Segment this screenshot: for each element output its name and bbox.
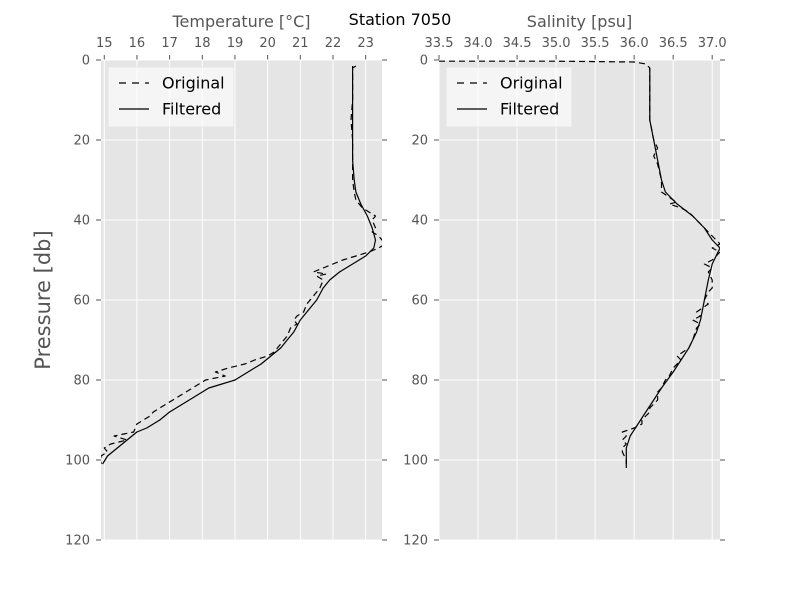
salinity-y-tick-label: 100 bbox=[403, 454, 428, 469]
temperature-y-tick-label: 20 bbox=[73, 134, 90, 149]
salinity-legend-box bbox=[445, 66, 573, 128]
salinity-plot: 33.5 34.0 34.5 35.0 35.5 36.0 36.5 37.0 0 20 40 60 8… bbox=[403, 12, 726, 549]
temperature-y-tick-label: 60 bbox=[73, 294, 90, 309]
temperature-x-tick-label: 19 bbox=[227, 36, 244, 51]
temperature-legend-label-original: Original bbox=[162, 74, 225, 93]
temperature-x-tick-label: 15 bbox=[96, 36, 113, 51]
temperature-y-tick-label: 100 bbox=[65, 454, 90, 469]
temperature-x-tick-label: 17 bbox=[161, 36, 178, 51]
temperature-series-original bbox=[101, 65, 382, 464]
temperature-x-tick-label: 18 bbox=[194, 36, 211, 51]
temperature-legend: Original Filtered bbox=[107, 66, 235, 128]
temperature-y-tick-label: 80 bbox=[73, 374, 90, 389]
salinity-x-tick-label: 34.5 bbox=[503, 36, 532, 51]
salinity-x-tick-label: 33.5 bbox=[425, 36, 454, 51]
salinity-y-tick-label: 0 bbox=[420, 54, 428, 69]
salinity-y-tick-label: 60 bbox=[411, 294, 428, 309]
salinity-x-tick-label: 37.0 bbox=[698, 36, 727, 51]
salinity-legend-label-original: Original bbox=[500, 74, 563, 93]
y-axis-label: Pressure [db] bbox=[31, 230, 55, 369]
salinity-x-tick-label: 34.0 bbox=[464, 36, 493, 51]
temperature-legend-label-filtered: Filtered bbox=[162, 100, 221, 119]
salinity-x-tick-label: 36.0 bbox=[620, 36, 649, 51]
salinity-series-original bbox=[439, 60, 720, 464]
temperature-x-tick-label: 20 bbox=[259, 36, 276, 51]
temperature-y-tick-label: 120 bbox=[65, 534, 90, 549]
temperature-series-group bbox=[101, 65, 382, 465]
salinity-y-tick-label: 80 bbox=[411, 374, 428, 389]
temperature-x-tick-label: 22 bbox=[325, 36, 342, 51]
temperature-plot: 15 16 17 18 19 20 21 22 23 0 20 40 60 80 100 120 Tempera… bbox=[65, 12, 387, 549]
temperature-x-tick-label: 16 bbox=[129, 36, 146, 51]
salinity-series-group bbox=[439, 60, 720, 468]
temperature-series-filtered bbox=[102, 66, 377, 465]
salinity-x-tick-label: 36.5 bbox=[659, 36, 688, 51]
salinity-legend: Original Filtered bbox=[445, 66, 573, 128]
salinity-y-tick-label: 120 bbox=[403, 534, 428, 549]
temperature-x-axis-label: Temperature [°C] bbox=[171, 12, 310, 31]
salinity-legend-label-filtered: Filtered bbox=[500, 100, 559, 119]
temperature-y-tick-label: 40 bbox=[73, 214, 90, 229]
salinity-x-tick-label: 35.5 bbox=[581, 36, 610, 51]
salinity-y-tick-label: 40 bbox=[411, 214, 428, 229]
salinity-x-axis-label: Salinity [psu] bbox=[527, 12, 632, 31]
temperature-x-tick-label: 23 bbox=[357, 36, 374, 51]
temperature-legend-box bbox=[107, 66, 235, 128]
temperature-y-tick-label: 0 bbox=[82, 54, 90, 69]
salinity-series-filtered bbox=[625, 68, 720, 468]
figure-title: Station 7050 bbox=[349, 10, 452, 29]
salinity-y-tick-label: 20 bbox=[411, 134, 428, 149]
salinity-x-tick-label: 35.0 bbox=[542, 36, 571, 51]
temperature-x-tick-label: 21 bbox=[292, 36, 309, 51]
